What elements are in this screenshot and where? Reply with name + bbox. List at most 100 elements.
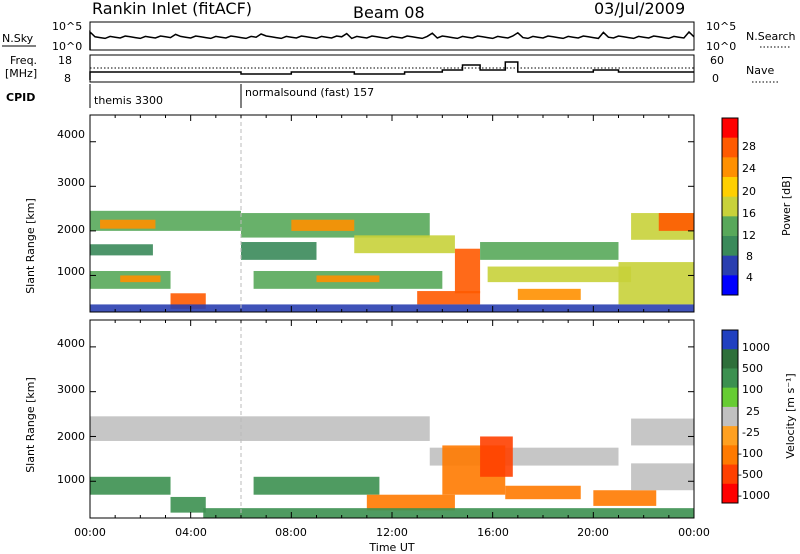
date-title: 03/Jul/2009	[594, 0, 685, 18]
velocity-cell	[593, 490, 657, 506]
power-colorbar-swatches	[722, 118, 738, 296]
velocity-colorbar-swatch	[722, 426, 738, 446]
power-cell	[100, 219, 156, 229]
velocity-panel: Slant Range [km] 4000 3000 2000 1000	[24, 319, 695, 519]
time-tick-0400: 04:00	[175, 526, 207, 539]
velocity-y-ticks	[90, 346, 694, 482]
velocity-colorbar-swatch	[722, 387, 738, 408]
time-tick-2000: 20:00	[577, 526, 609, 539]
power-cell	[487, 266, 632, 283]
power-cbar-tick-8: 8	[746, 250, 753, 263]
power-cell	[618, 262, 694, 305]
power-cell	[658, 213, 694, 231]
time-tick-0800: 08:00	[275, 526, 307, 539]
freq-trace	[89, 61, 694, 80]
velocity-colorbar-swatch	[722, 483, 738, 504]
power-cell	[517, 288, 581, 300]
velocity-colorbar-swatches	[722, 330, 738, 504]
power-colorbar-swatch	[722, 137, 738, 158]
freq-tick-top: 18	[58, 54, 72, 67]
power-cbar-tick-4: 4	[746, 271, 753, 284]
time-tick-2400: 00:00	[678, 526, 710, 539]
nsky-trace	[89, 30, 695, 50]
nave-tick-top: 60	[710, 54, 724, 67]
power-colorbar-swatch	[722, 118, 738, 139]
velocity-colorbar-swatch	[722, 349, 738, 369]
velocity-colorbar-swatch	[722, 368, 738, 389]
power-cell	[90, 244, 153, 256]
cpid-label: CPID	[6, 91, 35, 104]
velocity-ytick-3000: 3000	[57, 383, 85, 396]
velocity-cell	[480, 436, 513, 477]
power-colorbar: 4 8 12 16 20 24 28 Power [dB]	[721, 117, 793, 296]
velocity-heatmap	[90, 416, 694, 518]
velocity-cbar-tick-neg100: -100	[738, 447, 763, 460]
velocity-ytick-2000: 2000	[57, 430, 85, 443]
nsearch-tick-top: 10^5	[706, 20, 736, 33]
nsky-label: N.Sky	[2, 32, 34, 45]
velocity-cbar-tick-neg500: -500	[738, 468, 763, 481]
velocity-cell	[366, 494, 455, 511]
nave-tick-bottom: 0	[712, 72, 719, 85]
power-x-ticks	[89, 115, 695, 312]
cpid-entry-2: normalsound (fast) 157	[245, 86, 374, 99]
velocity-colorbar-swatch	[722, 464, 738, 485]
cpid-strip: CPID themis 3300 normalsound (fast) 157	[6, 84, 374, 108]
velocity-colorbar: 1000 500 100 25 -25 -100 -500 -1000 Velo…	[721, 329, 797, 504]
time-tick-1200: 12:00	[376, 526, 408, 539]
time-tick-0000: 00:00	[74, 526, 106, 539]
velocity-cbar-tick-1000: 1000	[742, 341, 770, 354]
power-cell	[354, 235, 455, 254]
power-colorbar-swatch	[722, 196, 738, 217]
nsky-tick-top: 10^5	[52, 20, 82, 33]
time-tick-1600: 16:00	[477, 526, 509, 539]
power-cell	[316, 275, 380, 283]
power-colorbar-swatch	[722, 157, 738, 178]
power-y-ticks	[90, 141, 694, 276]
power-cbar-tick-24: 24	[742, 162, 756, 175]
power-colorbar-frame	[721, 117, 739, 296]
freq-label-1: Freq.	[10, 54, 37, 67]
power-colorbar-label: Power [dB]	[780, 176, 793, 236]
velocity-colorbar-frame	[721, 329, 739, 504]
power-cell	[454, 248, 481, 294]
velocity-colorbar-swatch	[722, 330, 738, 350]
power-heatmap	[90, 210, 694, 312]
velocity-cell	[631, 418, 694, 446]
nave-label: Nave	[746, 64, 774, 77]
power-ytick-2000: 2000	[57, 223, 85, 236]
power-cbar-tick-12: 12	[742, 229, 756, 242]
velocity-cell	[170, 496, 206, 513]
power-cell	[291, 219, 355, 231]
power-colorbar-swatch	[722, 177, 738, 198]
velocity-colorbar-swatch	[722, 406, 738, 427]
velocity-cbar-tick-neg25: -25	[742, 426, 760, 439]
velocity-cell	[505, 485, 581, 500]
power-cell	[417, 291, 481, 305]
velocity-cell	[253, 476, 380, 495]
velocity-colorbar-swatch	[722, 445, 738, 466]
power-cbar-tick-16: 16	[742, 207, 756, 220]
velocity-ytick-4000: 4000	[57, 337, 85, 350]
power-cbar-tick-20: 20	[742, 185, 756, 198]
velocity-cbar-tick-500: 500	[742, 362, 763, 375]
velocity-colorbar-label: Velocity [m s⁻¹]	[784, 373, 797, 458]
power-ytick-1000: 1000	[57, 265, 85, 278]
power-cell	[120, 275, 161, 283]
cpid-entry-1: themis 3300	[94, 94, 163, 107]
velocity-x-ticks	[89, 320, 695, 518]
velocity-ytick-1000: 1000	[57, 473, 85, 486]
power-colorbar-swatch	[722, 236, 738, 257]
power-colorbar-swatch	[722, 216, 738, 237]
power-cell	[480, 242, 619, 260]
nsky-strip: N.Sky 10^5 10^0 10^5 10^0 N.Search	[2, 20, 796, 53]
power-panel: Slant Range [km] 4000 3000 2000 1000	[24, 114, 695, 313]
nsearch-tick-bottom: 10^0	[706, 40, 736, 53]
power-ytick-3000: 3000	[57, 176, 85, 189]
power-y-label: Slant Range [km]	[24, 198, 37, 294]
velocity-cell	[631, 463, 694, 491]
station-title: Rankin Inlet (fitACF)	[92, 0, 252, 18]
time-axis-label: Time UT	[368, 541, 414, 554]
freq-strip: Freq. [MHz] 18 8 60 0 Nave	[5, 54, 780, 85]
